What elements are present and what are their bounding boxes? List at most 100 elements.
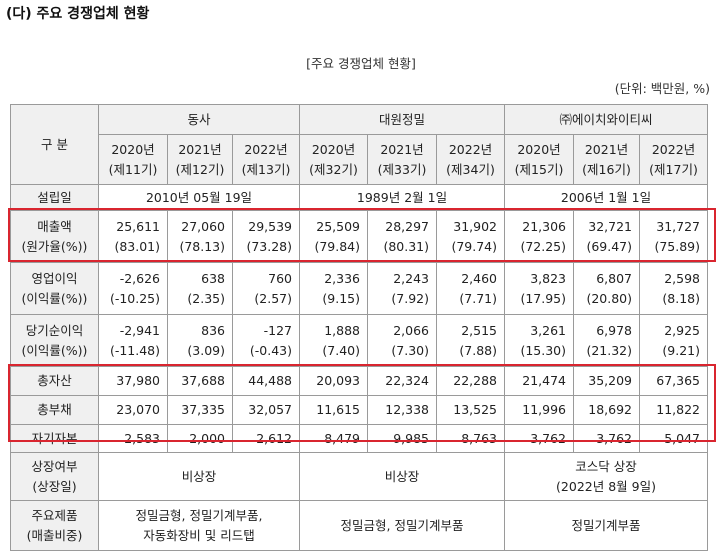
data-cell: 3,762	[573, 424, 640, 453]
table-row-listing: 상장여부 (상장일) 비상장 비상장 코스닥 상장 (2022년 8월 9일)	[10, 452, 708, 501]
data-cell: 29,539 (73.28)	[232, 210, 300, 263]
data-cell: 35,209	[573, 366, 640, 396]
data-cell: 1,888 (7.40)	[299, 314, 368, 367]
data-cell: 836 (3.09)	[167, 314, 233, 367]
data-cell: 32,057	[232, 395, 300, 425]
data-cell: 2,066 (7.30)	[367, 314, 437, 367]
main-products: 정밀기계부품	[504, 500, 708, 551]
row-label: 주요제품 (매출비중)	[10, 500, 99, 551]
period-header: 2020년 (제32기)	[299, 134, 368, 185]
data-cell: 18,692	[573, 395, 640, 425]
data-cell: -127 (-0.43)	[232, 314, 300, 367]
data-cell: 21,306 (72.25)	[504, 210, 574, 263]
table-row-total-assets: 총자산 37,980 37,688 44,488 20,093 22,324 2…	[10, 366, 708, 396]
main-products: 정밀금형, 정밀기계부품	[299, 500, 505, 551]
table-row-net-income: 당기순이익 (이익률(%)) -2,941 (-11.48) 836 (3.09) -…	[10, 314, 708, 367]
data-cell: 37,688	[167, 366, 233, 396]
data-cell: 3,762	[504, 424, 574, 453]
row-label: 총부채	[10, 395, 99, 425]
table-row-established: 설립일 2010년 05월 19일 1989년 2월 1일 2006년 1월 1…	[10, 184, 708, 211]
listing-status: 비상장	[299, 452, 505, 501]
data-cell: 22,288	[436, 366, 505, 396]
table-row-total-liabilities: 총부채 23,070 37,335 32,057 11,615 12,338 1…	[10, 395, 708, 425]
data-cell: 11,615	[299, 395, 368, 425]
data-cell: 31,727 (75.89)	[639, 210, 708, 263]
table-row-products: 주요제품 (매출비중) 정밀금형, 정밀기계부품, 자동화장비 및 리드탭 정밀금형…	[10, 500, 708, 551]
established-date: 1989년 2월 1일	[299, 184, 505, 211]
period-header: 2022년 (제17기)	[639, 134, 708, 185]
table-row-revenue: 매출액 (원가율(%)) 25,611 (83.01) 27,060 (78.13) …	[10, 210, 708, 263]
data-cell: 2,000	[167, 424, 233, 453]
data-cell: 11,996	[504, 395, 574, 425]
listing-status: 비상장	[98, 452, 300, 501]
data-cell: 6,807 (20.80)	[573, 262, 640, 315]
established-date: 2006년 1월 1일	[504, 184, 708, 211]
unit-note: (단위: 백만원, %)	[614, 81, 710, 96]
data-cell: 2,336 (9.15)	[299, 262, 368, 315]
data-cell: 2,243 (7.92)	[367, 262, 437, 315]
data-cell: 22,324	[367, 366, 437, 396]
company-header: 대원정밀	[299, 104, 505, 135]
data-cell: 37,335	[167, 395, 233, 425]
data-cell: 8,479	[299, 424, 368, 453]
data-cell: 31,902 (79.74)	[436, 210, 505, 263]
section-heading: (다) 주요 경쟁업체 현황	[6, 6, 150, 22]
established-date: 2010년 05월 19일	[98, 184, 300, 211]
corner-label: 구 분	[10, 104, 99, 185]
data-cell: 25,611 (83.01)	[98, 210, 168, 263]
data-cell: 37,980	[98, 366, 168, 396]
data-cell: 2,925 (9.21)	[639, 314, 708, 367]
data-cell: 20,093	[299, 366, 368, 396]
period-header: 2022년 (제13기)	[232, 134, 300, 185]
table-row-operating-income: 영업이익 (이익률(%)) -2,626 (-10.25) 638 (2.35) 76…	[10, 262, 708, 315]
period-header: 2021년 (제16기)	[573, 134, 640, 185]
data-cell: 9,985	[367, 424, 437, 453]
company-header: 동사	[98, 104, 300, 135]
data-cell: 2,460 (7.71)	[436, 262, 505, 315]
data-cell: 2,598 (8.18)	[639, 262, 708, 315]
listing-status: 코스닥 상장 (2022년 8월 9일)	[504, 452, 708, 501]
company-header: ㈜에이치와이티씨	[504, 104, 708, 135]
row-label: 설립일	[10, 184, 99, 211]
data-cell: 28,297 (80.31)	[367, 210, 437, 263]
data-cell: -2,626 (-10.25)	[98, 262, 168, 315]
data-cell: 12,338	[367, 395, 437, 425]
data-cell: 23,070	[98, 395, 168, 425]
data-cell: 3,261 (15.30)	[504, 314, 574, 367]
data-cell: 3,823 (17.95)	[504, 262, 574, 315]
data-cell: 25,509 (79.84)	[299, 210, 368, 263]
data-cell: 27,060 (78.13)	[167, 210, 233, 263]
row-label: 상장여부 (상장일)	[10, 452, 99, 501]
data-cell: 6,978 (21.32)	[573, 314, 640, 367]
data-cell: 638 (2.35)	[167, 262, 233, 315]
data-cell: 11,822	[639, 395, 708, 425]
header-row-companies: 구 분 동사 대원정밀 ㈜에이치와이티씨	[10, 104, 708, 185]
data-cell: 21,474	[504, 366, 574, 396]
period-header: 2022년 (제34기)	[436, 134, 505, 185]
row-label: 당기순이익 (이익률(%))	[10, 314, 99, 367]
data-cell: 2,612	[232, 424, 300, 453]
data-cell: 2,583	[98, 424, 168, 453]
period-header: 2020년 (제11기)	[98, 134, 168, 185]
main-products: 정밀금형, 정밀기계부품, 자동화장비 및 리드탭	[98, 500, 300, 551]
table-caption: [주요 경쟁업체 현황]	[306, 56, 416, 71]
period-header: 2020년 (제15기)	[504, 134, 574, 185]
data-cell: 13,525	[436, 395, 505, 425]
data-cell: 67,365	[639, 366, 708, 396]
data-cell: 2,515 (7.88)	[436, 314, 505, 367]
data-cell: 760 (2.57)	[232, 262, 300, 315]
row-label: 매출액 (원가율(%))	[10, 210, 99, 263]
row-label: 영업이익 (이익률(%))	[10, 262, 99, 315]
data-cell: -2,941 (-11.48)	[98, 314, 168, 367]
table-row-equity: 자기자본 2,583 2,000 2,612 8,479 9,985 8,763…	[10, 424, 708, 453]
row-label: 총자산	[10, 366, 99, 396]
data-cell: 44,488	[232, 366, 300, 396]
data-cell: 32,721 (69.47)	[573, 210, 640, 263]
competitor-table: 구 분 동사 대원정밀 ㈜에이치와이티씨 2020년 (제11기) 2021년 (제…	[10, 104, 708, 551]
data-cell: 5,047	[639, 424, 708, 453]
period-header: 2021년 (제33기)	[367, 134, 437, 185]
header-row-periods: 2020년 (제11기) 2021년 (제12기) 2022년 (제13기) 2020…	[11, 134, 708, 185]
data-cell: 8,763	[436, 424, 505, 453]
row-label: 자기자본	[10, 424, 99, 453]
period-header: 2021년 (제12기)	[167, 134, 233, 185]
